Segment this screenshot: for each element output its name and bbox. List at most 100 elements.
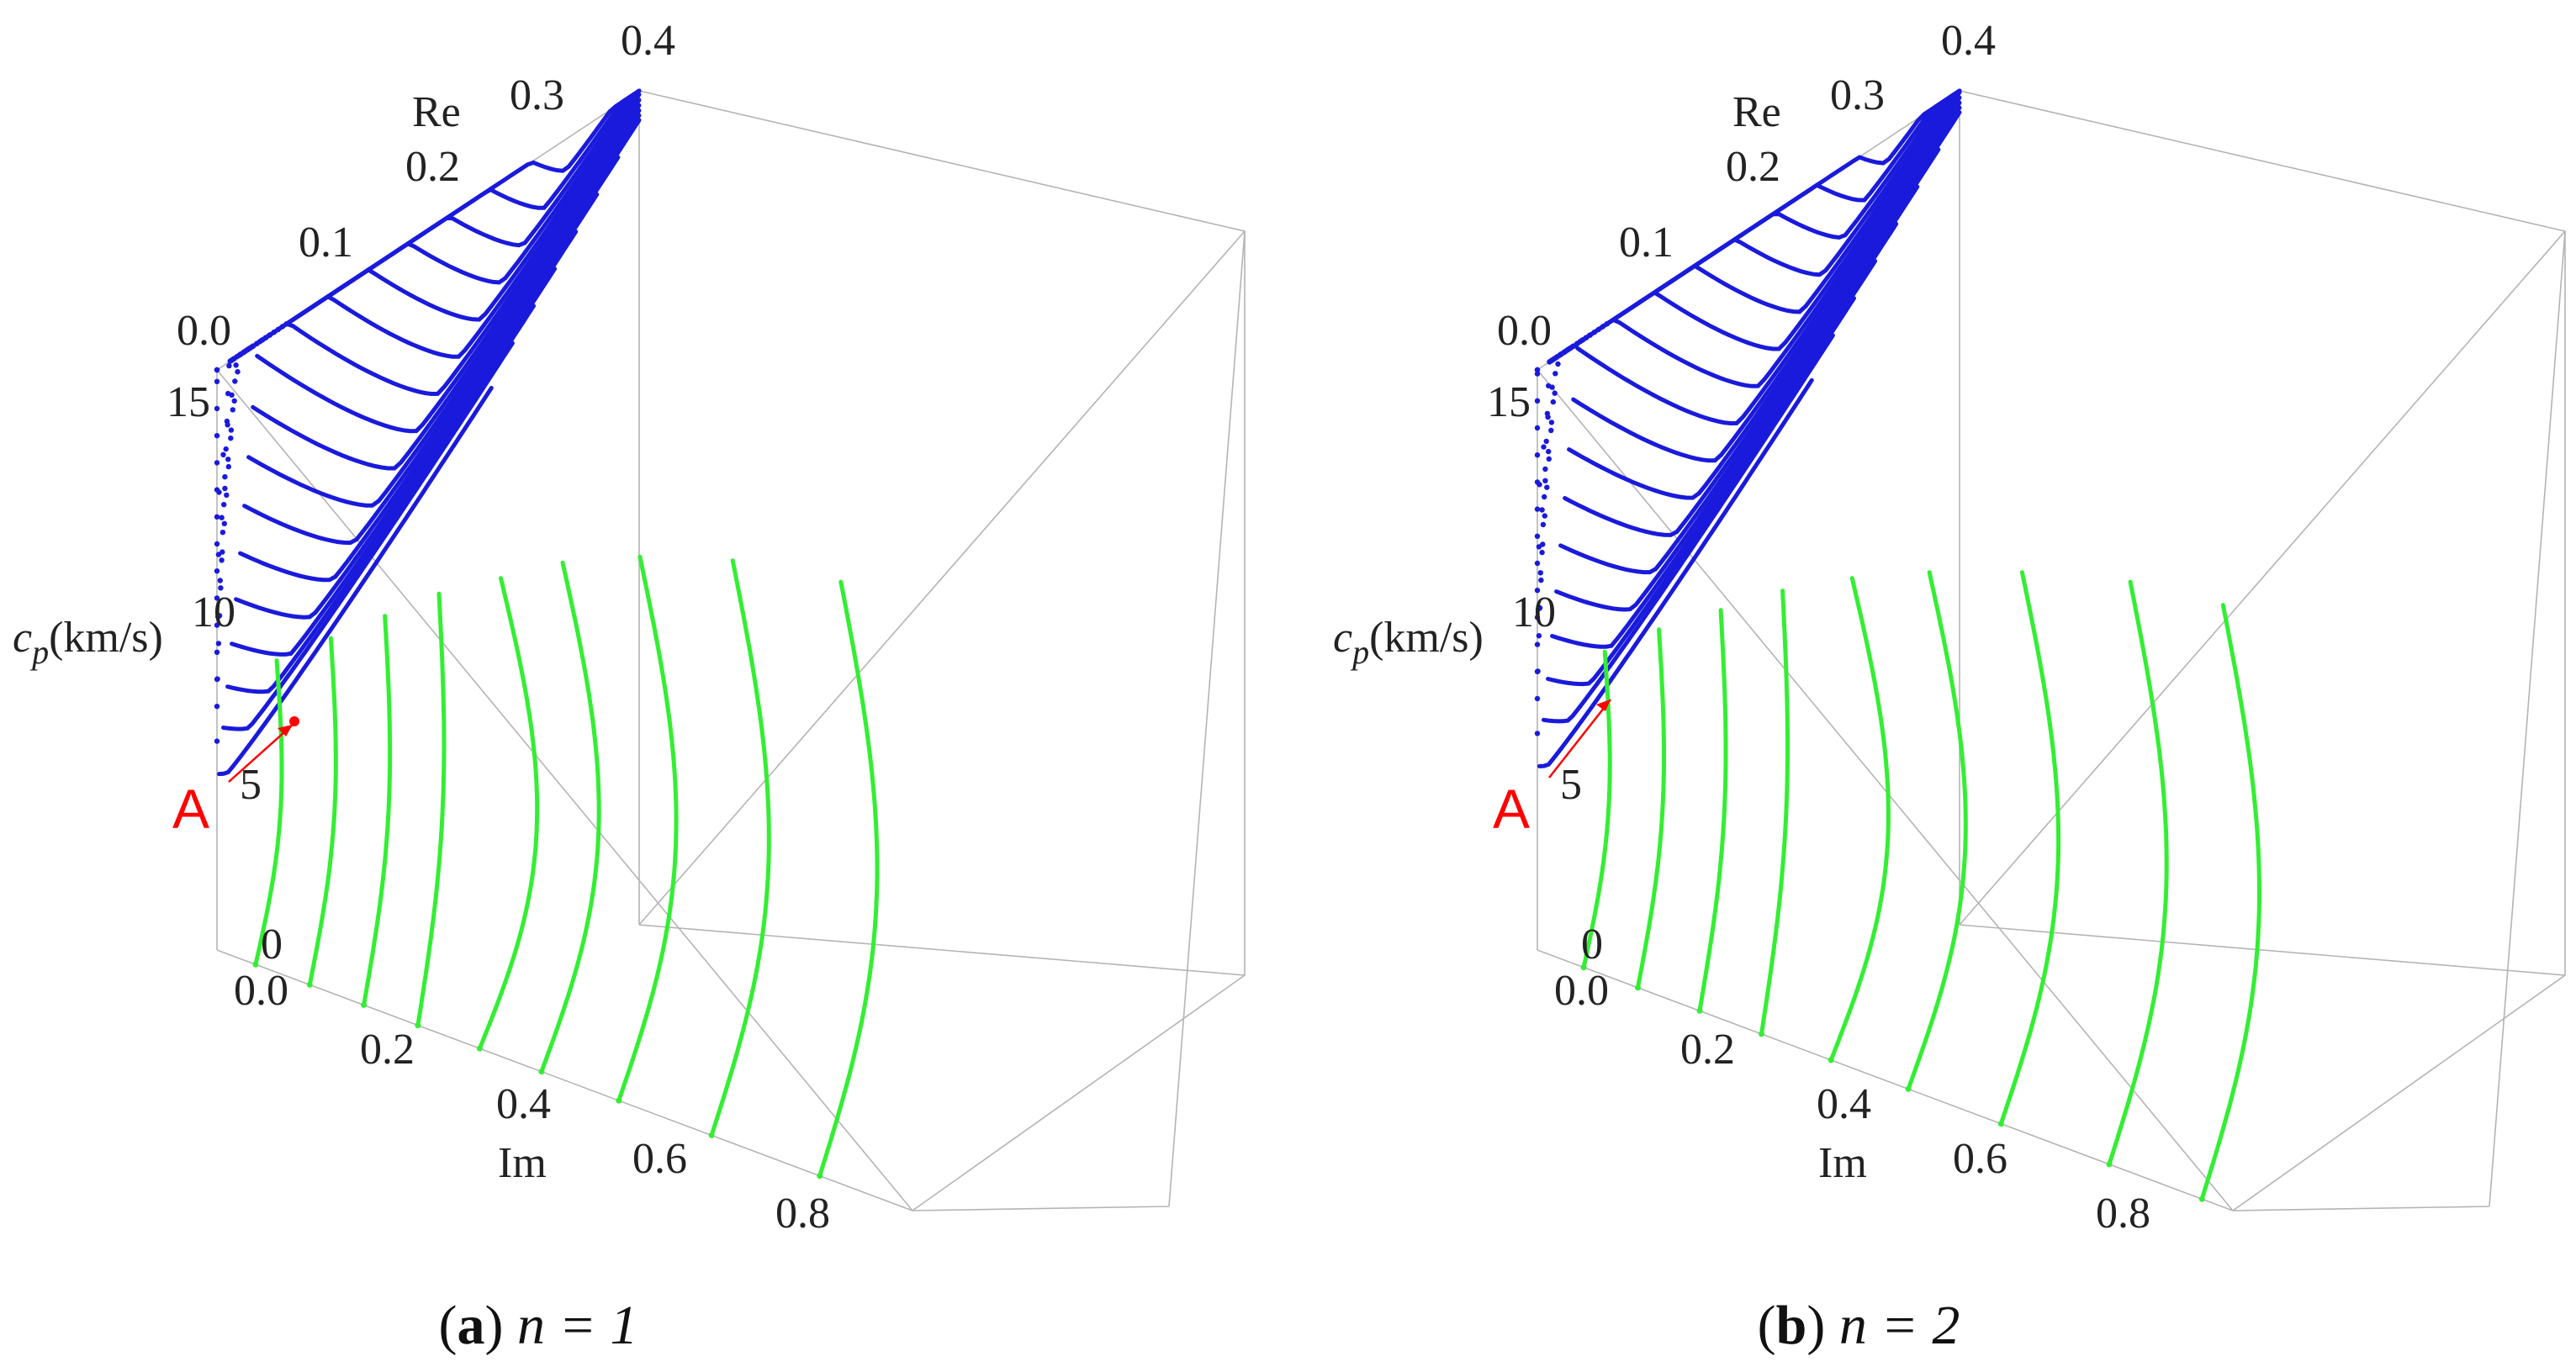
real-dot-5-1 [220,530,226,536]
cp-tick-5: 5 [1560,761,1582,809]
real-dot-3-3 [1546,448,1552,455]
im-tick-0: 0.0 [234,967,288,1015]
imag-curve-4 [477,576,540,1051]
real-curve-2 [1546,296,1856,687]
real-dot-9-1 [224,418,230,425]
real-dot-6-2 [1548,427,1554,434]
imag-base-dot-0 [1580,964,1587,971]
re-axis-label: Re [412,88,461,136]
caption-text: n = 2 [1839,1295,1960,1356]
real-dot-1-4 [220,451,226,457]
real-dot-4-1 [219,557,225,563]
real-dot-6-1 [1542,493,1547,500]
real-curve-4 [234,230,579,620]
real-dot-1-3 [219,515,225,520]
real-dot-16-0 [214,367,220,373]
real-curve-16 [1605,88,1962,326]
imag-curve-0 [1581,649,1612,970]
imag-curve-5 [539,560,601,1074]
real-dot-7-0 [1534,533,1541,539]
real-curve-6 [242,155,621,546]
imag-curve-1 [307,636,338,987]
im-axis-label: Im [1818,1139,1867,1187]
real-dot-14-4 [275,326,281,333]
panel-b: 0.0 0.1 0.2 0.3 0.4 Re 15 10 5 0 cp(km/s… [1333,17,2566,1356]
real-dot-3-2 [221,520,227,526]
re-tick-3: 0.3 [510,71,564,119]
annotation-label: A [172,778,209,840]
real-dot-5-2 [225,463,231,470]
imag-base-dot-3 [1759,1031,1764,1037]
cp-tick-10: 10 [1512,588,1556,636]
real-dot-13-4 [271,330,277,335]
imag-base-dot-5 [538,1069,545,1075]
cp-tick-0: 0 [1581,921,1603,969]
real-dot-3-1 [1538,577,1544,583]
imag-base-dot-2 [1696,1007,1703,1014]
panel-a: 0.0 0.1 0.2 0.3 0.4 Re 15 10 5 0 cp(km/s… [13,17,1246,1356]
real-dot-15-4 [279,324,285,330]
real-dot-8-1 [223,446,229,452]
real-dot-4-0 [214,622,220,628]
real-dot-2-3 [222,485,228,492]
real-curve-0 [1537,377,1814,768]
real-curve-3 [1550,259,1878,649]
real-dot-6-0 [214,568,220,574]
cube-box [1537,90,2566,1211]
real-curve-5 [1558,184,1920,575]
real-dot-1-2 [217,578,223,583]
real-dot-11-0 [1534,425,1541,431]
real-curve-8 [251,113,642,471]
re-tick-0: 0.0 [1497,307,1552,355]
imag-curve-2 [1697,608,1728,1013]
real-dot-13-0 [214,378,220,384]
real-dot-5-2 [1546,456,1552,462]
real-dot-1-1 [1536,633,1542,639]
real-dot-4-3 [228,427,235,433]
real-dot-4-4 [233,362,239,368]
imag-base-dot-5 [1905,1085,1912,1092]
real-curve-8 [1571,105,1962,463]
imag-base-dot-0 [252,961,259,968]
imag-curve-7 [2107,579,2169,1167]
imag-curve-0 [253,658,284,967]
real-dot-1-0 [1534,695,1541,702]
imag-curve-6 [1998,570,2061,1127]
real-dot-2-2 [220,549,225,555]
re-axis-label: Re [1732,88,1781,136]
imag-branch-curves [1580,570,2261,1202]
real-curve-5 [238,192,600,583]
real-dot-13-4 [1591,330,1597,335]
caption: (b) n = 2 [1758,1295,1960,1356]
real-dot-4-3 [1548,420,1555,425]
imag-base-dot-7 [708,1132,715,1138]
imag-base-dot-2 [361,1001,368,1008]
real-dot-2-2 [1540,541,1546,547]
real-dot-3-1 [218,585,224,591]
real-dot-6-0 [1534,560,1541,567]
cp-tick-15: 15 [167,378,210,426]
imag-curve-7 [709,558,771,1137]
real-curve-0 [217,386,494,777]
real-dot-4-2 [1544,484,1550,490]
real-dot-1-3 [1539,507,1545,513]
re-tick-3: 0.3 [1830,71,1885,119]
real-dot-1-1 [215,641,222,647]
real-dot-2-1 [1537,604,1543,611]
imag-base-dot-1 [306,981,313,988]
annotation-a: A [1493,699,1611,840]
real-dot-6-1 [221,502,227,508]
real-dot-10-1 [225,390,231,397]
real-curve-4 [1554,221,1899,612]
im-tick-1: 0.2 [360,1026,415,1074]
real-dot-7-1 [222,474,228,480]
im-tick-1: 0.2 [1680,1026,1735,1074]
imag-branch-curves [252,554,880,1180]
cube-box [216,90,1246,1211]
real-dot-12-0 [1534,398,1541,404]
imag-curve-3 [415,591,447,1028]
real-dot-16-4 [1604,321,1610,327]
real-dot-6-3 [235,369,241,375]
real-branch-curves [1534,88,1962,768]
